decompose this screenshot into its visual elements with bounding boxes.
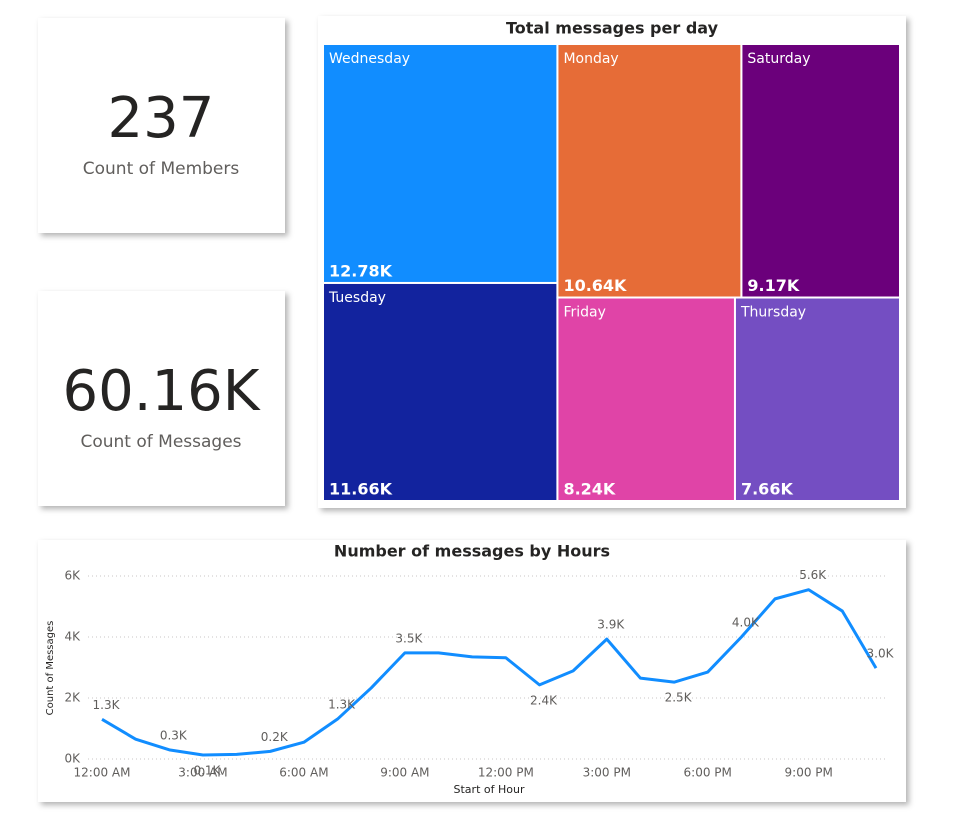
- tile-value: 7.66K: [741, 480, 793, 499]
- tile-value: 8.24K: [563, 480, 615, 499]
- data-label: 2.4K: [530, 693, 558, 707]
- card-label: Count of Members: [83, 159, 240, 179]
- tile-label: Saturday: [747, 51, 810, 67]
- card-panel: [38, 18, 285, 233]
- data-label: 1.3K: [328, 698, 356, 712]
- data-label: 5.6K: [799, 568, 827, 582]
- tile-label: Wednesday: [329, 51, 410, 67]
- y-tick-label: 2K: [64, 691, 81, 705]
- x-tick-label: 3:00 AM: [178, 766, 227, 780]
- x-tick-label: 9:00 AM: [380, 766, 429, 780]
- data-label: 0.1K: [193, 764, 221, 778]
- x-tick-label: 6:00 PM: [684, 766, 732, 780]
- treemap-tile: [322, 43, 559, 284]
- data-label: 3.0K: [867, 647, 895, 661]
- tile-label: Tuesday: [328, 290, 386, 306]
- y-tick-label: 6K: [64, 569, 81, 583]
- card-value: 237: [108, 86, 215, 151]
- tile-value: 11.66K: [329, 480, 393, 499]
- x-tick-label: 6:00 AM: [279, 766, 328, 780]
- x-tick-label: 12:00 AM: [74, 766, 131, 780]
- y-tick-label: 0K: [64, 752, 81, 766]
- x-tick-label: 3:00 PM: [583, 766, 631, 780]
- tile-label: Friday: [563, 305, 605, 321]
- data-label: 1.3K: [93, 698, 121, 712]
- x-tick-label: 9:00 PM: [785, 766, 833, 780]
- line: [101, 588, 878, 757]
- card-label: Count of Messages: [80, 432, 241, 452]
- card-panel: [38, 291, 285, 506]
- data-label: 3.9K: [597, 618, 625, 632]
- tile-value: 12.78K: [329, 261, 393, 280]
- tile-label: Thursday: [740, 305, 806, 321]
- y-tick-label: 4K: [64, 630, 81, 644]
- x-axis-title: Start of Hour: [454, 783, 525, 796]
- data-label: 0.3K: [160, 728, 188, 742]
- data-label: 4.0K: [732, 616, 760, 630]
- tile-value: 10.64K: [563, 276, 627, 295]
- line-panel: [38, 540, 906, 802]
- tile-value: 9.17K: [747, 276, 799, 295]
- treemap-tile: [322, 281, 559, 502]
- line-title: Number of messages by Hours: [334, 542, 610, 561]
- data-label: 0.2K: [261, 730, 289, 744]
- data-label: 2.5K: [665, 691, 693, 705]
- treemap-title: Total messages per day: [506, 19, 719, 38]
- treemap-tile: [740, 43, 902, 299]
- treemap-tile: [733, 296, 901, 503]
- card-value: 60.16K: [62, 359, 260, 424]
- treemap-tile: [556, 43, 743, 299]
- y-axis-title: Count of Messages: [45, 621, 56, 716]
- treemap-tile: [556, 296, 736, 503]
- tile-label: Monday: [563, 51, 618, 67]
- data-label: 3.5K: [395, 631, 423, 645]
- x-tick-label: 12:00 PM: [478, 766, 534, 780]
